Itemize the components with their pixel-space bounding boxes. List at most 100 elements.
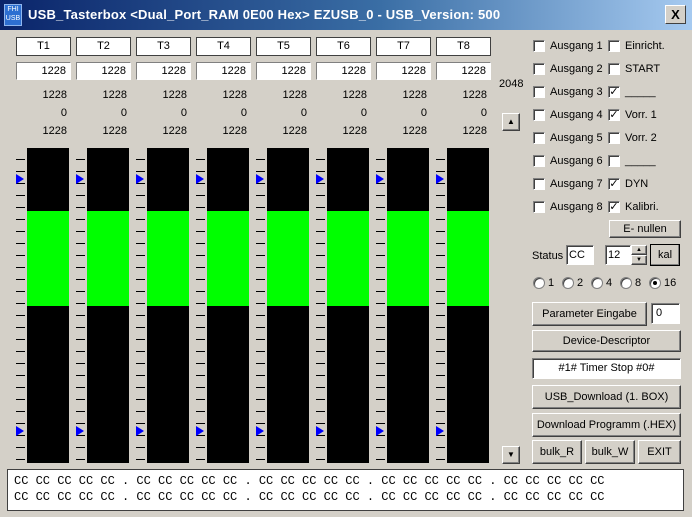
output-checkbox[interactable] bbox=[533, 201, 545, 213]
output-checkbox[interactable] bbox=[533, 109, 545, 121]
channel-header[interactable]: T3 bbox=[136, 37, 191, 56]
channel-input[interactable]: 1228 bbox=[136, 62, 191, 80]
divider-radio[interactable] bbox=[562, 277, 574, 289]
channel-input[interactable]: 1228 bbox=[76, 62, 131, 80]
option-checkbox[interactable] bbox=[608, 155, 620, 167]
level-bar bbox=[87, 211, 129, 306]
output-checkbox[interactable] bbox=[533, 155, 545, 167]
channel-header[interactable]: T6 bbox=[316, 37, 371, 56]
channel-header[interactable]: T2 bbox=[76, 37, 131, 56]
option-checkbox[interactable] bbox=[608, 132, 620, 144]
channel-header[interactable]: T1 bbox=[16, 37, 71, 56]
parameter-field[interactable]: 0 bbox=[651, 303, 680, 324]
channel-input[interactable]: 1228 bbox=[16, 62, 71, 80]
title-bar[interactable]: FHI USB USB_Tasterbox <Dual_Port_RAM 0E0… bbox=[0, 0, 692, 30]
channel-val3: 1228 bbox=[222, 125, 247, 137]
parameter-eingabe-button[interactable]: Parameter Eingabe bbox=[532, 302, 647, 326]
close-button[interactable]: X bbox=[665, 5, 686, 24]
channel-val1: 1228 bbox=[462, 89, 487, 101]
channel-input[interactable]: 1228 bbox=[256, 62, 311, 80]
bulk-w-button[interactable]: bulk_W bbox=[585, 440, 635, 464]
lower-marker-icon[interactable] bbox=[76, 426, 84, 436]
meter-scale bbox=[136, 148, 145, 463]
exit-button[interactable]: EXIT bbox=[638, 440, 681, 464]
spin-field[interactable]: 12 bbox=[605, 245, 631, 265]
status-field[interactable]: CC bbox=[566, 245, 594, 265]
spin-up-button[interactable]: ▲ bbox=[631, 245, 647, 255]
divider-radio[interactable] bbox=[649, 277, 661, 289]
device-descriptor-button[interactable]: Device-Descriptor bbox=[532, 330, 681, 352]
channel-input[interactable]: 1228 bbox=[196, 62, 251, 80]
scroll-up-button[interactable]: ▲ bbox=[502, 113, 520, 131]
upper-marker-icon[interactable] bbox=[136, 174, 144, 184]
option-checkbox[interactable]: ✓ bbox=[608, 109, 620, 121]
spin-down-button[interactable]: ▼ bbox=[631, 255, 647, 265]
upper-marker-icon[interactable] bbox=[76, 174, 84, 184]
channel-input[interactable]: 1228 bbox=[436, 62, 491, 80]
option-checkbox[interactable]: ✓ bbox=[608, 201, 620, 213]
upper-marker-icon[interactable] bbox=[376, 174, 384, 184]
option-checkbox[interactable] bbox=[608, 40, 620, 52]
upper-marker-icon[interactable] bbox=[316, 174, 324, 184]
e-nullen-button[interactable]: E- nullen bbox=[609, 220, 681, 238]
channel-input[interactable]: 1228 bbox=[316, 62, 371, 80]
channel-val1: 1228 bbox=[162, 89, 187, 101]
output-label: Ausgang 2 bbox=[550, 63, 603, 75]
output-checkbox[interactable] bbox=[533, 178, 545, 190]
upper-marker-icon[interactable] bbox=[16, 174, 24, 184]
lower-marker-icon[interactable] bbox=[16, 426, 24, 436]
upper-marker-icon[interactable] bbox=[436, 174, 444, 184]
channel-val1: 1228 bbox=[222, 89, 247, 101]
channel-header[interactable]: T4 bbox=[196, 37, 251, 56]
bulk-r-button[interactable]: bulk_R bbox=[532, 440, 582, 464]
output-label: Ausgang 7 bbox=[550, 178, 603, 190]
scale-max-label: 2048 bbox=[499, 78, 524, 90]
level-bar bbox=[327, 211, 369, 306]
divider-radio[interactable] bbox=[533, 277, 545, 289]
channel-header[interactable]: T8 bbox=[436, 37, 491, 56]
level-meter bbox=[447, 148, 489, 463]
meter-scale bbox=[436, 148, 445, 463]
channel-val1: 1228 bbox=[42, 89, 67, 101]
download-programm-button[interactable]: Download Programm (.HEX) bbox=[532, 413, 681, 437]
hex-dump[interactable]: CC CC CC CC CC . CC CC CC CC CC . CC CC … bbox=[7, 469, 684, 511]
lower-marker-icon[interactable] bbox=[376, 426, 384, 436]
kal-button[interactable]: kal bbox=[650, 244, 680, 266]
output-label: Ausgang 5 bbox=[550, 132, 603, 144]
channel-header[interactable]: T5 bbox=[256, 37, 311, 56]
option-checkbox[interactable]: ✓ bbox=[608, 178, 620, 190]
output-label: Ausgang 6 bbox=[550, 155, 603, 167]
level-bar bbox=[147, 211, 189, 306]
output-label: Ausgang 1 bbox=[550, 40, 603, 52]
channel-input[interactable]: 1228 bbox=[376, 62, 431, 80]
lower-marker-icon[interactable] bbox=[436, 426, 444, 436]
channel-val3: 1228 bbox=[282, 125, 307, 137]
upper-marker-icon[interactable] bbox=[256, 174, 264, 184]
meter-scale bbox=[376, 148, 385, 463]
lower-marker-icon[interactable] bbox=[136, 426, 144, 436]
upper-marker-icon[interactable] bbox=[196, 174, 204, 184]
divider-radio[interactable] bbox=[620, 277, 632, 289]
lower-marker-icon[interactable] bbox=[316, 426, 324, 436]
level-bar bbox=[207, 211, 249, 306]
divider-radio[interactable] bbox=[591, 277, 603, 289]
option-checkbox[interactable]: ✓ bbox=[608, 86, 620, 98]
hex-line-2: CC CC CC CC CC . CC CC CC CC CC . CC CC … bbox=[14, 490, 605, 504]
channel-val3: 1228 bbox=[342, 125, 367, 137]
lower-marker-icon[interactable] bbox=[196, 426, 204, 436]
scroll-down-button[interactable]: ▼ bbox=[502, 446, 520, 464]
channel-val2: 0 bbox=[120, 107, 127, 119]
usb-download-button[interactable]: USB_Download (1. BOX) bbox=[532, 385, 681, 409]
output-checkbox[interactable] bbox=[533, 86, 545, 98]
channel-header[interactable]: T7 bbox=[376, 37, 431, 56]
option-label: Kalibri. bbox=[625, 201, 659, 213]
lower-marker-icon[interactable] bbox=[256, 426, 264, 436]
output-checkbox[interactable] bbox=[533, 132, 545, 144]
output-checkbox[interactable] bbox=[533, 63, 545, 75]
option-checkbox[interactable] bbox=[608, 63, 620, 75]
meter-scale bbox=[76, 148, 85, 463]
app-icon: FHI USB bbox=[4, 4, 22, 26]
output-checkbox[interactable] bbox=[533, 40, 545, 52]
level-bar bbox=[27, 211, 69, 306]
option-label: START bbox=[625, 63, 661, 75]
